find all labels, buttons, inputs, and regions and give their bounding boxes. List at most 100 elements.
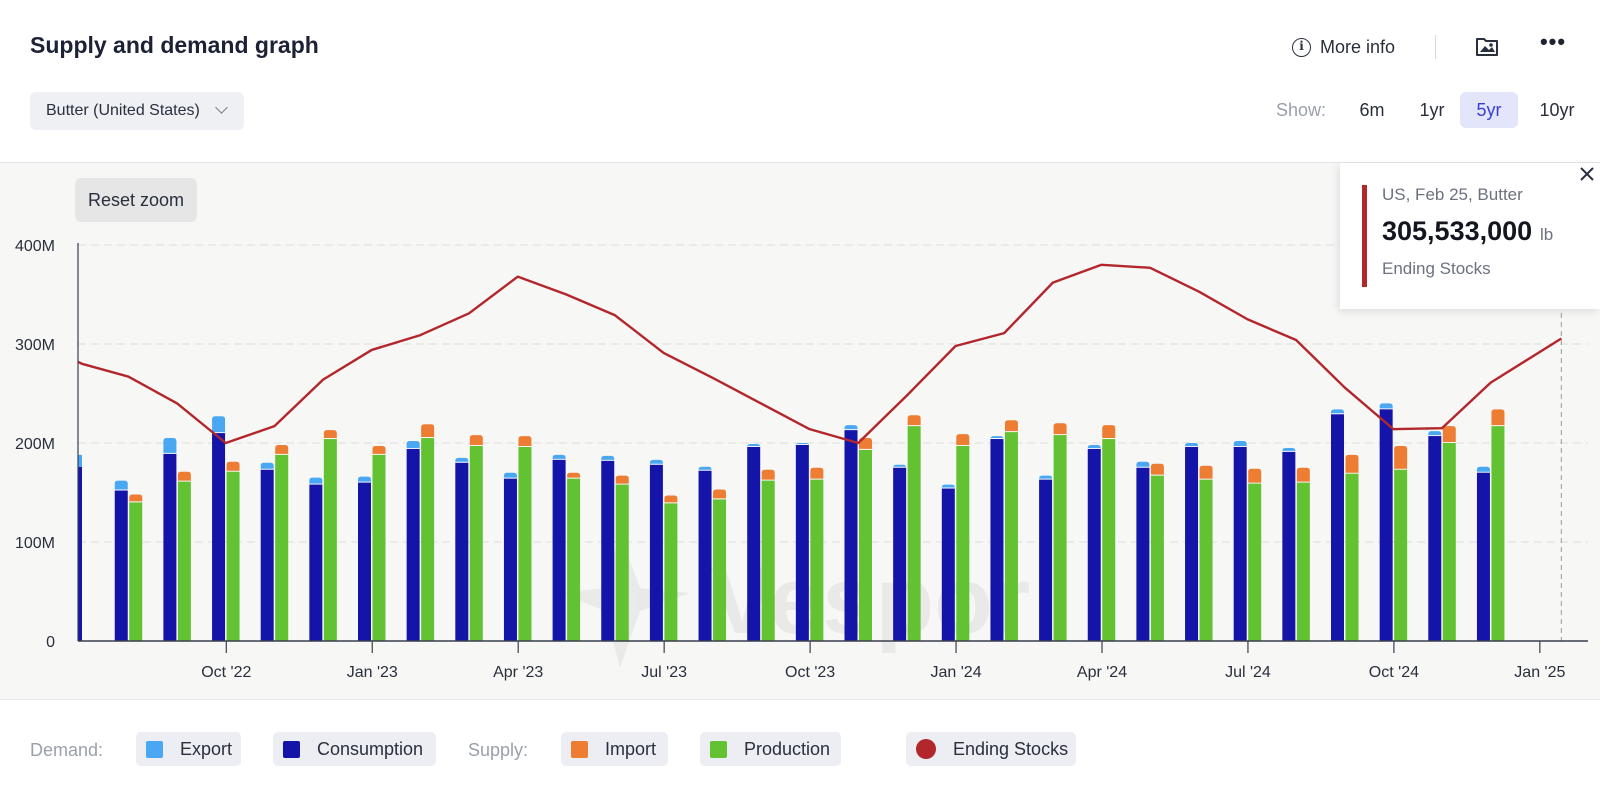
legend-supply-label: Supply: [468,740,529,760]
bar-consumption [1233,446,1247,641]
bar-export [1136,461,1150,467]
bar-export [1233,441,1247,446]
bar-consumption [78,466,82,641]
bar-import [567,472,581,478]
legend-label-production: Production [744,738,831,759]
legend-demand-label: Demand: [30,740,104,760]
y-tick-label: 100M [15,535,55,552]
legend-label-export: Export [180,738,233,759]
bar-consumption [941,488,955,641]
bar-production [275,454,289,641]
chart-legend: Demand: Export Consumption Supply: Impor… [0,700,1600,795]
bar-export [358,476,371,482]
bar-export [941,484,955,488]
bar-consumption [260,469,274,641]
legend-item-consumption[interactable]: Consumption [273,732,436,766]
bar-import [761,469,775,480]
bar-consumption [1087,448,1101,641]
bar-export [114,480,128,490]
bar-export [552,454,566,459]
bar-import [1199,465,1213,479]
range-1yr-button[interactable]: 1yr [1419,99,1445,120]
legend-swatch-ending-stocks [916,739,936,759]
legend-item-import[interactable]: Import [561,732,668,766]
product-dropdown[interactable]: Butter (United States) [30,92,244,130]
bar-production [1150,475,1164,641]
product-dropdown-value: Butter (United States) [46,102,200,119]
bar-production [1296,482,1310,641]
more-info-button[interactable]: i More info [1292,34,1395,60]
bar-consumption [1136,467,1150,641]
bar-production [1394,469,1408,641]
tooltip-series: Ending Stocks [1382,259,1491,278]
bar-production [1248,483,1262,641]
tooltip-header: US, Feb 25, Butter [1382,185,1523,204]
x-tick-label: Apr '23 [493,664,543,681]
bar-export [698,466,712,470]
bar-export [1282,447,1296,451]
line-ending-stocks [77,263,1562,445]
range-5yr-button[interactable]: 5yr [1460,92,1518,128]
tooltip-series-marker [1362,185,1367,287]
range-6m-button[interactable]: 6m [1359,99,1385,120]
bar-import [323,430,337,439]
bar-import [1102,425,1116,439]
bar-production [518,446,532,641]
bar-consumption [212,433,226,641]
y-tick-label: 200M [15,436,55,453]
bar-production [1345,473,1359,641]
bar-export [1087,444,1101,448]
bar-consumption [114,490,128,641]
bar-consumption [358,482,371,641]
bar-export [844,425,858,430]
more-options-icon[interactable]: ••• [1539,29,1567,54]
bar-consumption [795,444,809,641]
bar-production [421,438,435,641]
legend-item-production[interactable]: Production [700,732,841,766]
y-tick-label: 0 [46,634,55,651]
image-export-icon[interactable] [1474,33,1500,59]
x-tick-label: Jul '24 [1225,664,1271,681]
x-tick-label: Oct '23 [785,664,835,681]
bar-production [372,454,386,641]
legend-label-ending-stocks: Ending Stocks [953,738,1069,759]
bar-production [129,502,143,641]
bar-consumption [503,478,517,641]
bar-consumption [309,484,323,641]
bar-export [1039,475,1053,479]
bar-export [1331,409,1344,414]
legend-item-export[interactable]: Export [136,732,241,766]
x-tick-label: Oct '22 [201,664,251,681]
bar-export [1185,443,1199,446]
range-10yr-button[interactable]: 10yr [1539,99,1575,120]
bar-consumption [1476,472,1490,641]
bar-export [893,464,907,468]
bar-import [1296,467,1310,482]
header-divider [1435,35,1436,59]
bar-import [421,424,435,438]
bar-consumption [1331,414,1344,641]
bar-import [810,467,824,479]
bar-export [163,438,177,453]
chevron-down-icon [215,101,228,114]
bar-production [226,471,240,641]
bar-consumption [1185,446,1199,641]
reset-zoom-button[interactable]: Reset zoom [75,178,197,222]
close-icon[interactable] [1578,165,1596,183]
bar-import [129,494,143,502]
bar-export [78,454,82,467]
bar-export [649,459,663,464]
legend-swatch-production [710,740,727,758]
bar-export [747,443,761,447]
bar-import [226,461,240,471]
bar-production [177,481,191,641]
bar-import [1248,468,1262,483]
legend-item-ending-stocks[interactable]: Ending Stocks [906,732,1076,766]
bar-import [615,475,629,484]
x-tick-label: Apr '24 [1077,664,1127,681]
bar-production [1053,435,1067,641]
bar-import [469,435,483,445]
bar-consumption [990,439,1004,641]
